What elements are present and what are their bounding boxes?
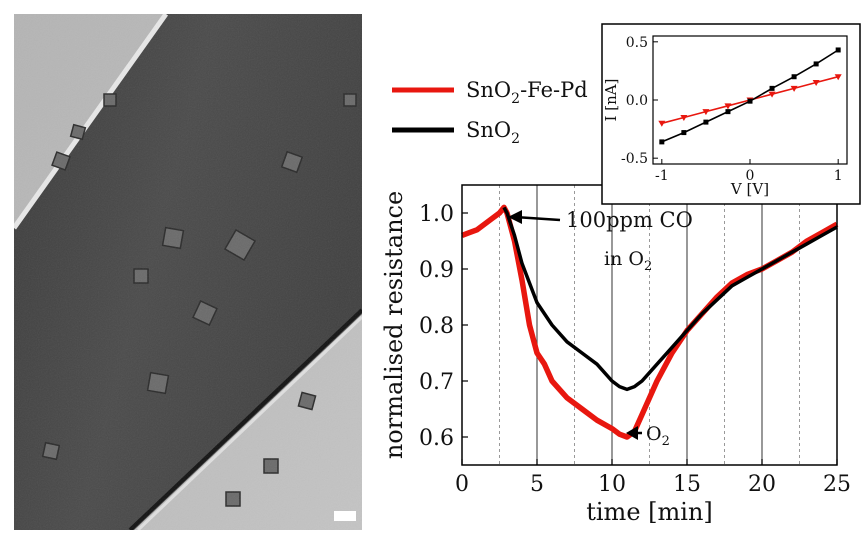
inset-marker-triangle [790, 85, 798, 92]
main-grid [499, 185, 800, 465]
tem-grain [14, 14, 362, 530]
inset-marker-square [813, 61, 819, 67]
annotation-o2-arrowhead [626, 426, 638, 440]
y-tick-label: 0.9 [419, 258, 454, 283]
main-resistance-chart: 0 5 10 15 20 25 0.6 0.7 0.8 0.9 1.0 time [min] nor… [380, 184, 851, 526]
y-tick-label: 0.7 [419, 370, 454, 395]
inset-marker-triangle [658, 120, 666, 127]
inset-iv-chart: -1 0 1 -0.5 0.0 0.5 V [V] I [nA] [601, 23, 861, 205]
inset-x-tick-label: 0 [746, 168, 755, 184]
inset-border [601, 23, 861, 205]
inset-marker-triangle [680, 114, 688, 121]
y-tick-label: 0.6 [419, 426, 454, 451]
inset-marker-square [769, 85, 775, 91]
x-tick-label: 20 [748, 472, 776, 497]
inset-marker-square [681, 130, 687, 136]
inset-marker-triangle [768, 91, 776, 98]
main-ticks: 0 5 10 15 20 25 0.6 0.7 0.8 0.9 1.0 [419, 202, 851, 497]
inset-marker-triangle [812, 80, 820, 87]
inset-marker-square [703, 119, 709, 125]
legend-label-sno2: SnO2 [466, 118, 520, 147]
inset-y-tick-label: -0.5 [621, 151, 648, 167]
main-series [461, 204, 839, 440]
y-tick-label: 0.8 [419, 314, 454, 339]
inset-y-tick-label: 0.5 [626, 35, 648, 51]
legend: SnO2-Fe-Pd SnO2 [392, 78, 588, 147]
inset-x-axis-label: V [V] [730, 180, 769, 198]
scale-bar [334, 511, 356, 521]
main-x-axis-label: time [min] [586, 498, 713, 526]
inset-ticks: -1 0 1 -0.5 0.0 0.5 [621, 35, 843, 184]
series-line-sno2 [502, 206, 838, 392]
annotation-o2-minimum: O2 [626, 423, 670, 449]
inset-marker-square [659, 139, 665, 145]
annotation-co-arrow [514, 215, 561, 222]
x-tick-label: 5 [530, 472, 544, 497]
annotation-co-text: 100ppm CO [566, 208, 693, 232]
x-tick-label: 25 [823, 472, 851, 497]
inset-series [658, 47, 842, 145]
inset-marker-square [747, 98, 753, 104]
annotation-co-arrowhead [508, 210, 522, 224]
main-y-axis-label: normalised resistance [380, 191, 408, 459]
x-tick-label: 0 [455, 472, 469, 497]
inset-marker-triangle [702, 109, 710, 116]
inset-marker-square [725, 109, 731, 115]
inset-marker-square [791, 74, 797, 80]
x-tick-label: 10 [598, 472, 626, 497]
annotation-in-o2-text: in O2 [604, 248, 652, 274]
inset-x-tick-label: 1 [834, 168, 843, 184]
inset-x-tick-label: -1 [655, 168, 669, 184]
annotation-co-pulse: 100ppm CO in O2 [508, 208, 693, 274]
inset-marker-square [835, 47, 841, 53]
annotation-o2-text: O2 [646, 423, 670, 449]
inset-marker-triangle [834, 74, 842, 81]
tem-micrograph [14, 14, 362, 530]
y-tick-label: 1.0 [419, 202, 454, 227]
inset-y-tick-label: 0.0 [626, 93, 648, 109]
inset-marker-triangle [724, 103, 732, 110]
x-tick-label: 15 [673, 472, 701, 497]
legend-label-sno2-fe-pd: SnO2-Fe-Pd [466, 78, 588, 107]
inset-y-axis-label: I [nA] [602, 79, 620, 122]
